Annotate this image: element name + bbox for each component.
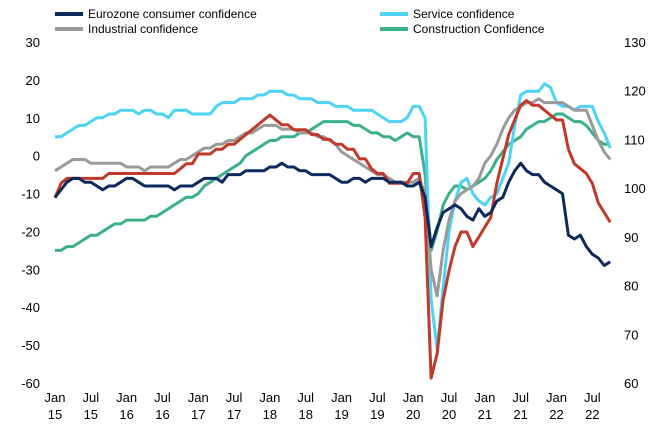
y-tick-label: 0 [33, 149, 40, 164]
x-tick-label-line: Jan [546, 390, 567, 405]
y-tick-label: -30 [21, 262, 40, 277]
legend-label: Service confidence [413, 7, 515, 21]
x-tick-label: Jan 20 [403, 390, 424, 422]
x-tick-label-line: Jan [331, 390, 352, 405]
x-tick-label-line: 16 [119, 407, 133, 422]
x-tick-label-line: 20 [442, 407, 456, 422]
x-tick-label: Jan 19 [331, 390, 352, 422]
x-tick-label-line: 18 [263, 407, 277, 422]
legend-label: Industrial confidence [88, 22, 198, 36]
x-tick-label: Jan 15 [45, 390, 66, 422]
x-tick-label-line: Jan [474, 390, 495, 405]
y2-tick-label: 110 [624, 132, 645, 147]
series-line [55, 82, 612, 351]
y-tick-label: -40 [21, 300, 40, 315]
y2-tick-label: 70 [624, 327, 638, 342]
y-tick-label: 30 [26, 35, 40, 50]
x-tick-label-line: Jul [584, 390, 601, 405]
x-tick-label-line: Jul [154, 390, 171, 405]
x-tick-label: Jul 15 [83, 390, 100, 422]
x-tick-label-line: Jul [369, 390, 386, 405]
y-tick-label: -60 [21, 376, 40, 391]
x-tick-label-line: Jan [259, 390, 280, 405]
y2-tick-label: 60 [624, 376, 638, 391]
y-tick-label: -20 [21, 224, 40, 239]
x-tick-label-line: 19 [334, 407, 348, 422]
x-tick-label-line: 19 [370, 407, 384, 422]
y-tick-label: 20 [26, 73, 40, 88]
x-tick-label-line: 21 [478, 407, 492, 422]
x-tick-label-line: Jul [297, 390, 314, 405]
x-tick-label: Jul 22 [584, 390, 601, 422]
x-tick-label-line: 22 [549, 407, 563, 422]
x-tick-label: Jul 18 [297, 390, 314, 422]
legend-label: Eurozone consumer confidence [88, 7, 257, 21]
x-tick-label-line: Jul [226, 390, 243, 405]
x-tick-label-line: 17 [227, 407, 241, 422]
series-line [55, 112, 611, 252]
x-tick-label: Jan 22 [546, 390, 567, 422]
x-tick-label-line: 16 [155, 407, 169, 422]
y2-tick-label: 120 [624, 84, 646, 99]
series-line [53, 161, 611, 267]
y-tick-label: -50 [21, 338, 40, 353]
x-tick-label-line: 15 [84, 407, 98, 422]
x-tick-label-line: 17 [191, 407, 205, 422]
x-tick-label-line: Jan [45, 390, 66, 405]
x-tick-label: Jul 16 [154, 390, 171, 422]
x-tick-label-line: 22 [585, 407, 599, 422]
x-tick-label-line: 18 [299, 407, 313, 422]
x-tick-label: Jan 18 [259, 390, 280, 422]
series-line [53, 99, 612, 380]
x-tick-label-line: 21 [513, 407, 527, 422]
x-tick-label-line: Jan [188, 390, 209, 405]
x-tick-label-line: Jul [441, 390, 458, 405]
x-tick-label-line: Jul [512, 390, 529, 405]
y2-tick-label: 100 [624, 181, 646, 196]
y-tick-label: -10 [21, 187, 40, 202]
x-tick-label: Jan 17 [188, 390, 209, 422]
x-tick-label-line: Jul [83, 390, 100, 405]
x-tick-label: Jul 19 [369, 390, 386, 422]
y-tick-label: 10 [26, 111, 40, 126]
x-tick-label-line: 15 [48, 407, 62, 422]
y2-tick-label: 80 [624, 279, 638, 294]
x-tick-label: Jul 17 [226, 390, 243, 422]
x-tick-label: Jul 21 [512, 390, 529, 422]
x-tick-label-line: Jan [403, 390, 424, 405]
x-tick-label: Jan 16 [116, 390, 137, 422]
y2-tick-label: 90 [624, 230, 638, 245]
x-tick-label-line: 20 [406, 407, 420, 422]
x-tick-label: Jan 21 [474, 390, 495, 422]
y2-tick-label: 130 [624, 35, 646, 50]
x-tick-label: Jul 20 [441, 390, 458, 422]
x-tick-label-line: Jan [116, 390, 137, 405]
legend-label: Construction Confidence [413, 22, 545, 36]
